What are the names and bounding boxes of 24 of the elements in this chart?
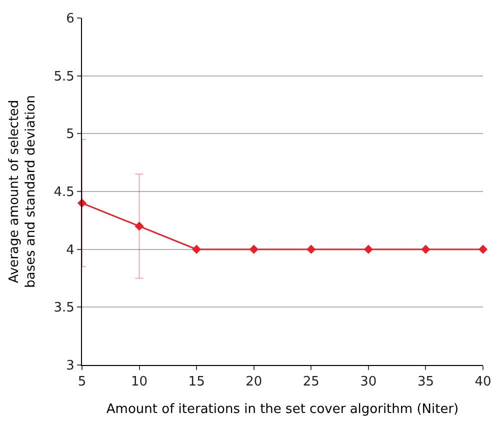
point [249, 244, 258, 254]
point [364, 244, 373, 254]
y-tick-label: 5 [66, 127, 74, 142]
x-tick-label: 35 [417, 374, 434, 390]
y-tick-label: 6 [66, 12, 74, 27]
point [134, 222, 144, 231]
point [421, 244, 430, 254]
y-tick-label: 3.5 [54, 300, 74, 316]
y-tick-label: 3 [66, 358, 74, 374]
point [192, 244, 202, 254]
x-tick-label: 30 [360, 374, 377, 390]
point [478, 244, 488, 254]
x-tick-label: 15 [188, 374, 205, 390]
y-tick-label: 4.5 [54, 185, 74, 200]
y-tick-label: 5.5 [54, 69, 74, 84]
point [306, 244, 316, 254]
y-tick-label: 4 [66, 242, 74, 258]
x-tick-label: 5 [78, 374, 86, 390]
x-axis-title: Amount of iterations in the set cover algorithm (Niter) [106, 402, 459, 418]
y-axis-title: Average amount of selected bases and standard deviation [6, 95, 39, 288]
x-tick-label: 20 [246, 374, 262, 390]
x-tick-label: 10 [131, 374, 148, 390]
x-tick-label: 25 [302, 374, 320, 390]
x-tick-label: 40 [474, 374, 492, 390]
